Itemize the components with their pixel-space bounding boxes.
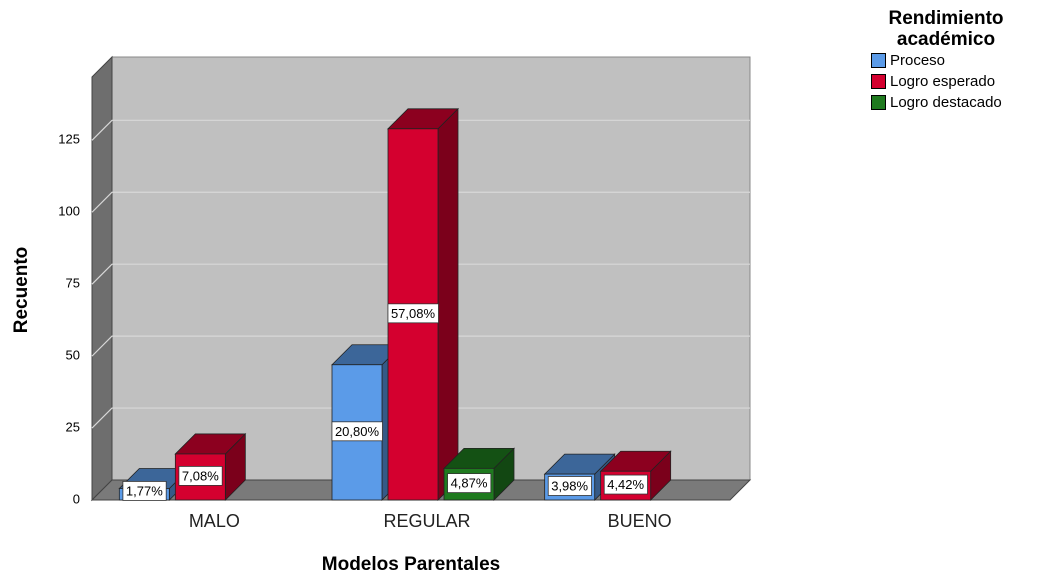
- grid-line: [91, 263, 750, 285]
- legend-title: Rendimiento académico: [888, 8, 1004, 50]
- y-tick-label: 25: [66, 419, 80, 434]
- data-label: 4,87%: [451, 476, 488, 491]
- legend-item: Logro destacado: [871, 92, 1044, 113]
- data-label: 3,98%: [551, 478, 588, 493]
- data-label-box: [122, 481, 167, 501]
- legend-swatch: [871, 53, 886, 68]
- data-label-box: [387, 303, 439, 324]
- y-tick-label: 75: [66, 276, 80, 291]
- data-label-box: [331, 421, 383, 442]
- data-label-box: [447, 473, 492, 494]
- grid-line: [91, 191, 750, 213]
- x-tick-label: BUENO: [608, 511, 672, 531]
- legend: Rendimiento académico Proceso Logro esper…: [866, 8, 1044, 113]
- legend-item: Proceso: [871, 50, 1044, 71]
- legend-swatch: [871, 74, 886, 89]
- grid-line: [91, 119, 750, 141]
- bar-side: [437, 107, 459, 501]
- legend-swatch: [871, 95, 886, 110]
- data-label: 4,42%: [607, 477, 644, 492]
- y-tick-label: 50: [66, 348, 80, 363]
- data-label-box: [178, 466, 223, 486]
- grid-line: [91, 335, 750, 357]
- data-label-box: [547, 476, 592, 496]
- x-tick-label: MALO: [189, 511, 240, 531]
- legend-label: Proceso: [890, 52, 946, 69]
- grid-line: [91, 407, 750, 429]
- x-tick-label: REGULAR: [383, 511, 470, 531]
- y-tick-label: 0: [73, 491, 80, 506]
- legend-label: Logro esperado: [890, 73, 996, 90]
- data-label: 57,08%: [391, 306, 436, 321]
- x-axis-title: Modelos Parentales: [322, 554, 500, 575]
- data-label: 1,77%: [126, 483, 163, 498]
- data-label: 7,08%: [182, 468, 219, 483]
- legend-item: Logro esperado: [871, 71, 1044, 92]
- y-axis-title: Recuento: [11, 247, 32, 334]
- data-label: 20,80%: [335, 424, 380, 439]
- legend-label: Logro destacado: [890, 94, 1002, 111]
- y-tick-label: 100: [58, 204, 80, 219]
- data-label-box: [603, 474, 648, 495]
- y-tick-label: 125: [58, 132, 80, 147]
